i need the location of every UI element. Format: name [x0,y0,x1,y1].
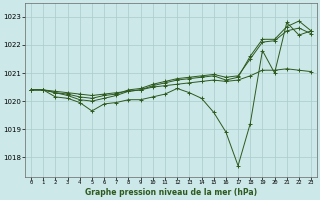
X-axis label: Graphe pression niveau de la mer (hPa): Graphe pression niveau de la mer (hPa) [85,188,257,197]
